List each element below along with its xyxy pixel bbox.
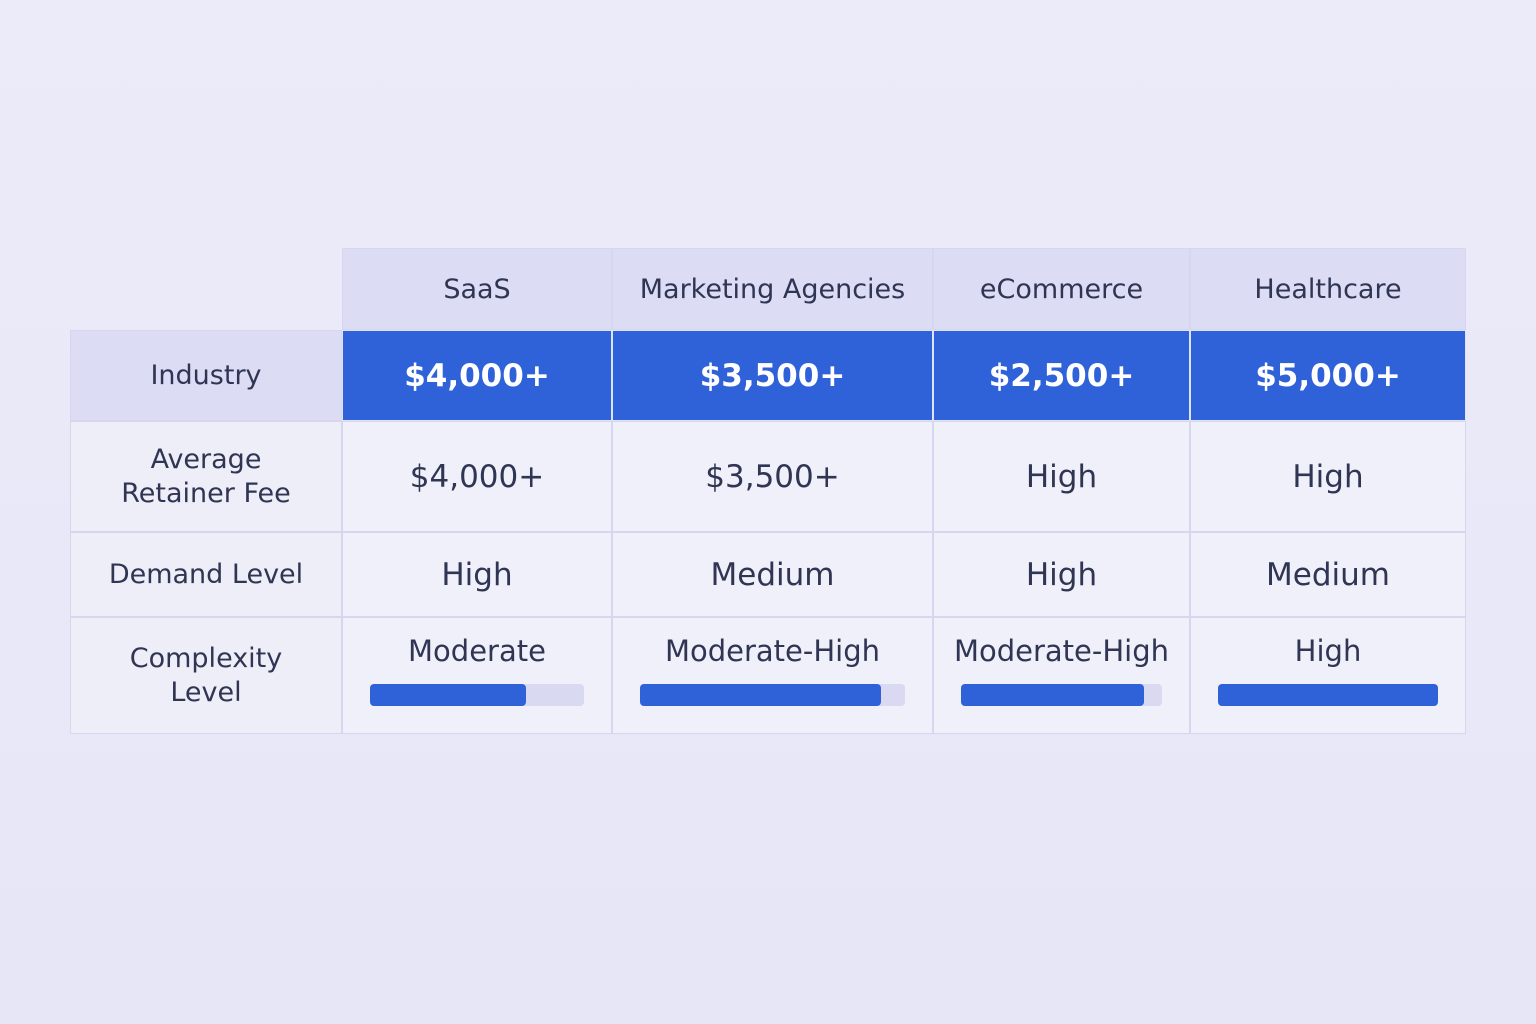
table-cell: Moderate-High <box>933 617 1190 734</box>
row-label-text: Industry <box>150 359 262 391</box>
column-header-text: Marketing Agencies <box>639 273 906 305</box>
table-cell: Moderate <box>342 617 612 734</box>
table-cell: Medium <box>612 532 933 617</box>
table-cell-text: Medium <box>710 556 835 593</box>
table-cell-text: $4,000+ <box>409 458 545 495</box>
row-label-text: Complexity Level <box>129 642 283 708</box>
table-cell-text: $3,500+ <box>699 357 846 394</box>
progress-bar <box>1218 684 1438 706</box>
row-label: Demand Level <box>70 532 342 617</box>
progress-track <box>961 684 1162 706</box>
column-header-text: SaaS <box>443 273 511 305</box>
column-header-text: eCommerce <box>979 273 1144 305</box>
row-label: Average Retainer Fee <box>70 421 342 532</box>
table-cell: High <box>933 421 1190 532</box>
table-cell-text: Moderate-High <box>953 634 1170 668</box>
progress-bar <box>370 684 527 706</box>
progress-track <box>1218 684 1438 706</box>
table-cell-text: Moderate <box>408 634 546 668</box>
column-header: Healthcare <box>1190 248 1466 330</box>
row-label-text: Average Retainer Fee <box>121 443 291 509</box>
table-cell: $5,000+ <box>1190 330 1466 421</box>
row-label: Industry <box>70 330 342 421</box>
table-cell: Moderate-High <box>612 617 933 734</box>
table-cell-text: Moderate-High <box>664 634 881 668</box>
table-cell-text: Medium <box>1266 556 1390 593</box>
table-cell: $3,500+ <box>612 330 933 421</box>
table-cell: High <box>933 532 1190 617</box>
progress-bar <box>961 684 1144 706</box>
table-cell: High <box>342 532 612 617</box>
progress-track <box>640 684 905 706</box>
table-cell-text: $2,500+ <box>988 357 1135 394</box>
progress-bar <box>640 684 882 706</box>
table-cell-text: High <box>1294 634 1362 668</box>
table-cell: High <box>1190 617 1466 734</box>
column-header: SaaS <box>342 248 612 330</box>
column-header-text: Healthcare <box>1254 273 1402 305</box>
table-cell: High <box>1190 421 1466 532</box>
table-cell-text: $5,000+ <box>1255 357 1401 394</box>
table-cell-text: $4,000+ <box>404 357 550 394</box>
table-cell: $4,000+ <box>342 330 612 421</box>
table-cell-text: High <box>1292 458 1364 495</box>
table-cell: Medium <box>1190 532 1466 617</box>
table-cell-text: High <box>1025 458 1098 495</box>
row-label-text: Demand Level <box>108 558 304 590</box>
table-cell-text: High <box>441 556 513 593</box>
table-cell: $2,500+ <box>933 330 1190 421</box>
table-cell: $3,500+ <box>612 421 933 532</box>
table-cell-text: High <box>1025 556 1098 593</box>
row-label: Complexity Level <box>70 617 342 734</box>
table-cell: $4,000+ <box>342 421 612 532</box>
progress-track <box>370 684 584 706</box>
table-cell-text: $3,500+ <box>705 458 840 495</box>
column-header: eCommerce <box>933 248 1190 330</box>
column-header: Marketing Agencies <box>612 248 933 330</box>
